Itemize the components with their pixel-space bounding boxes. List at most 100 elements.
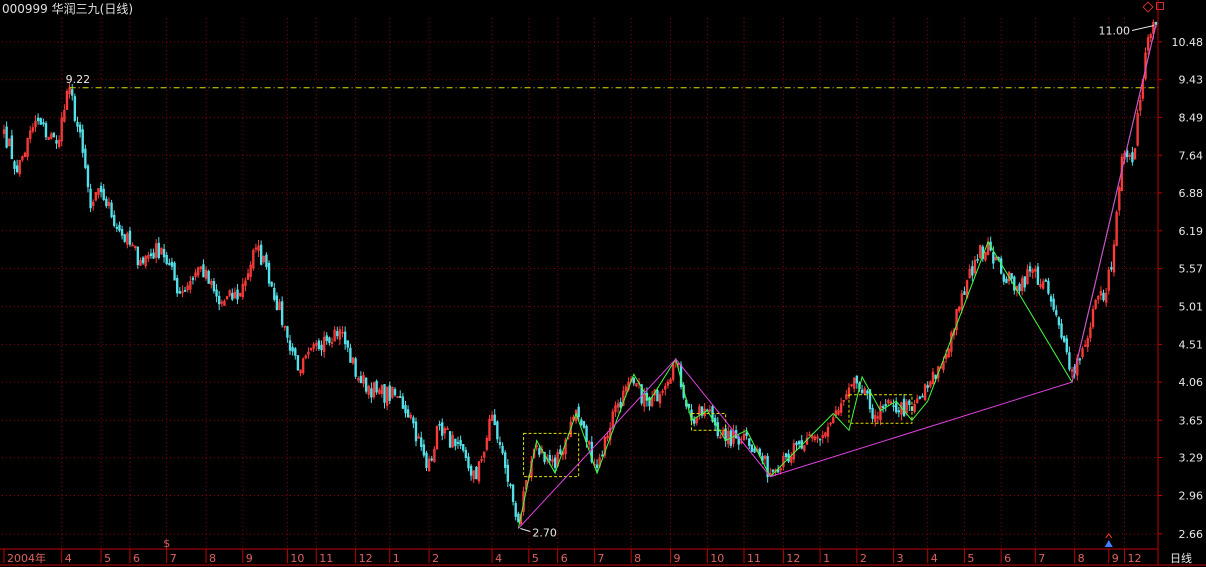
candle-body — [92, 201, 95, 206]
candle-body — [551, 459, 554, 462]
candle-body — [763, 455, 767, 460]
candle-body — [839, 403, 843, 413]
candle-body — [960, 293, 964, 310]
candle-body — [490, 415, 494, 422]
candle-body — [283, 325, 286, 328]
candle-body — [47, 136, 50, 141]
candle-body — [23, 152, 27, 158]
candle-body — [853, 377, 856, 389]
zigzag-minor-line — [517, 24, 1157, 529]
x-tick-label: 3 — [897, 552, 904, 565]
x-tick-label: 9 — [1112, 552, 1119, 565]
candle-body — [102, 188, 105, 200]
candle-body — [863, 388, 866, 395]
candle-body — [897, 410, 901, 413]
candle-body — [1115, 211, 1118, 246]
candle-body — [97, 188, 100, 196]
x-tick-label: 9 — [674, 552, 681, 565]
candle-body — [275, 295, 279, 311]
candle-body — [228, 290, 231, 296]
candle-body — [1107, 269, 1110, 291]
candle-body — [464, 449, 468, 459]
x-tick-label: 12 — [359, 552, 373, 565]
candle-body — [241, 283, 244, 298]
candle-body — [212, 281, 216, 292]
candle-body — [65, 90, 69, 110]
candle-body — [139, 259, 142, 266]
candle-body — [855, 375, 859, 384]
candle-body — [590, 441, 593, 463]
candle-body — [288, 340, 292, 351]
y-tick-label: 4.06 — [1179, 376, 1204, 389]
candle-body — [892, 405, 895, 408]
candle-body — [926, 385, 929, 388]
candle-body — [157, 242, 161, 259]
consolidation-box — [848, 394, 913, 424]
candle-body — [501, 445, 504, 454]
candle-body — [42, 122, 45, 125]
candle-body — [1013, 276, 1016, 291]
candle-body — [26, 137, 29, 157]
candle-body — [913, 403, 916, 412]
chart-title: 000999 华润三九(日线) — [2, 2, 133, 16]
candle-body — [1068, 352, 1071, 370]
candle-body — [89, 188, 92, 209]
x-tick-label: 12 — [1128, 552, 1142, 565]
candle-body — [661, 390, 664, 393]
candle-body — [902, 398, 906, 417]
candle-body — [1057, 317, 1061, 326]
candle-body — [236, 289, 239, 300]
candle-body — [978, 245, 982, 259]
candle-body — [971, 266, 974, 276]
y-tick-label: 4.51 — [1179, 338, 1204, 351]
candle-body — [469, 465, 473, 476]
candle-body — [215, 289, 218, 297]
candle-body — [225, 296, 229, 300]
candle-body — [178, 291, 182, 294]
candle-body — [1125, 150, 1129, 158]
candle-body — [622, 390, 625, 406]
candle-body — [29, 130, 32, 139]
candle-body — [328, 337, 331, 343]
x-tick-label: 8 — [209, 552, 216, 565]
candle-body — [34, 120, 37, 128]
candle-body — [1083, 344, 1087, 347]
candle-body — [406, 409, 410, 418]
candle-body — [231, 292, 234, 300]
candle-body — [695, 417, 698, 424]
y-tick-label: 10.48 — [1172, 36, 1204, 49]
candle-body — [165, 254, 168, 265]
y-tick-label: 2.66 — [1179, 528, 1204, 541]
candle-body — [467, 456, 470, 469]
candle-body — [792, 443, 796, 460]
candle-body — [438, 423, 441, 426]
candle-body — [923, 384, 927, 401]
candle-body — [816, 436, 819, 439]
candle-body — [262, 255, 265, 263]
candle-body — [10, 135, 14, 160]
candle-body — [834, 410, 838, 416]
candle-body — [446, 428, 449, 431]
candle-body — [1097, 295, 1100, 300]
candle-body — [217, 295, 221, 305]
candle-body — [315, 343, 318, 346]
x-tick-label: 7 — [170, 552, 177, 565]
sell-marker-icon: $ — [163, 537, 170, 550]
candle-body — [325, 335, 328, 341]
candle-body — [291, 347, 294, 352]
candle-body — [173, 262, 176, 281]
candle-body — [719, 436, 722, 439]
candle-body — [1060, 323, 1063, 338]
window-icon[interactable] — [1156, 2, 1164, 10]
candle-body — [309, 348, 313, 350]
x-tick-label: 6 — [561, 552, 568, 565]
candle-body — [790, 456, 793, 463]
x-tick-label: 10 — [710, 552, 724, 565]
candle-body — [134, 245, 137, 248]
candle-body — [766, 455, 769, 478]
candle-body — [136, 246, 140, 266]
candle-body — [1036, 266, 1040, 285]
candle-body — [669, 378, 672, 384]
y-tick-label: 5.01 — [1179, 301, 1204, 314]
